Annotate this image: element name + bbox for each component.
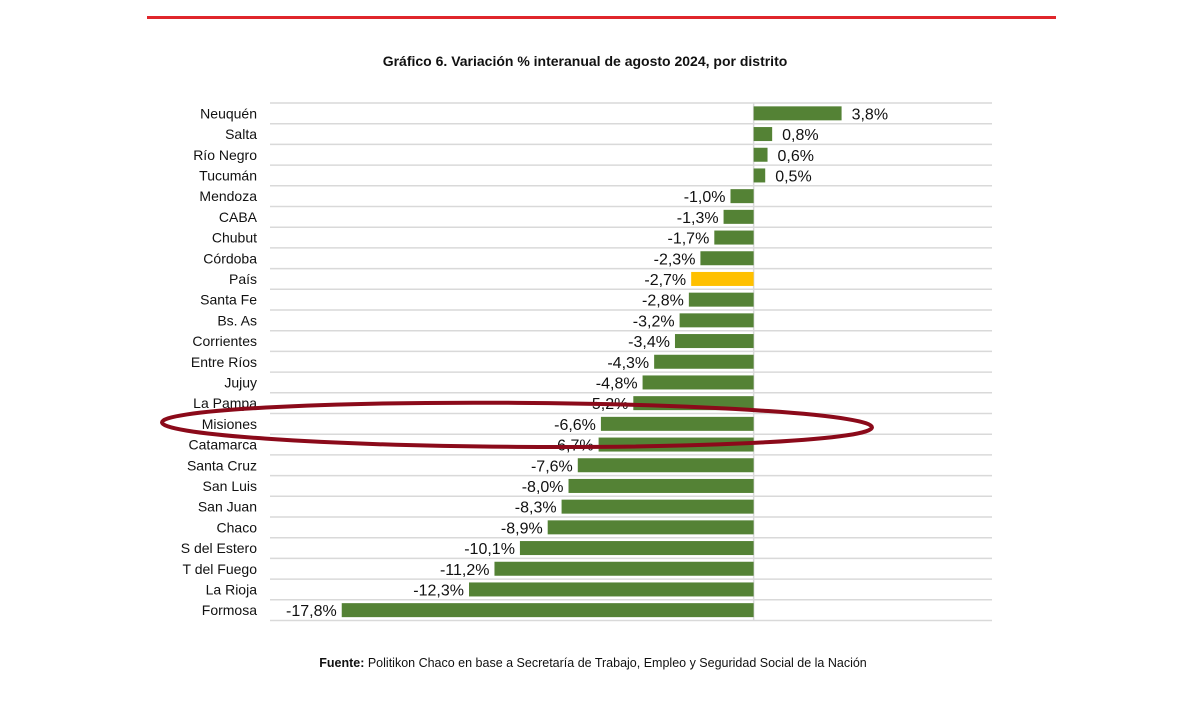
- bar: [568, 478, 754, 493]
- value-label: 0,6%: [778, 148, 814, 165]
- category-label: País: [229, 271, 257, 287]
- header-rule: [147, 16, 1056, 19]
- source-label: Fuente:: [319, 656, 365, 670]
- category-label: T del Fuego: [183, 561, 258, 577]
- category-label: S del Estero: [181, 540, 257, 556]
- category-label: Río Negro: [193, 147, 257, 163]
- bar: [753, 147, 768, 162]
- value-label: -12,3%: [413, 582, 464, 599]
- bar: [688, 292, 754, 307]
- category-label: San Luis: [203, 478, 257, 494]
- bar: [691, 271, 754, 286]
- category-label: Córdoba: [203, 250, 257, 266]
- category-label: Corrientes: [192, 333, 257, 349]
- category-label: Salta: [225, 126, 257, 142]
- source-note: Fuente: Politikon Chaco en base a Secret…: [0, 656, 1186, 670]
- category-label: CABA: [219, 209, 258, 225]
- bar: [714, 230, 754, 245]
- bar: [723, 209, 754, 224]
- bar: [753, 106, 842, 121]
- category-label: Chaco: [217, 519, 258, 535]
- highlight-circle: [160, 400, 874, 449]
- category-label: Neuquén: [200, 105, 257, 121]
- category-label: Formosa: [202, 602, 257, 618]
- value-label: -4,3%: [607, 355, 649, 372]
- bar: [469, 582, 754, 597]
- value-label: 0,8%: [782, 127, 818, 144]
- category-label: Bs. As: [217, 312, 257, 328]
- category-label: Santa Cruz: [187, 457, 257, 473]
- bar: [674, 334, 754, 349]
- value-label: -2,3%: [654, 251, 696, 268]
- bar: [519, 541, 754, 556]
- value-label: -17,8%: [286, 603, 337, 620]
- bar: [577, 458, 754, 473]
- value-label: 0,5%: [775, 168, 811, 185]
- bar: [753, 127, 773, 142]
- chart-title: Gráfico 6. Variación % interanual de ago…: [382, 53, 788, 69]
- bar: [679, 313, 754, 328]
- category-label: La Rioja: [206, 581, 258, 597]
- source-text: Politikon Chaco en base a Secretaría de …: [364, 656, 867, 670]
- category-label: Chubut: [212, 230, 257, 246]
- bar: [561, 499, 754, 514]
- bar: [730, 189, 754, 204]
- value-label: -1,0%: [684, 189, 726, 206]
- value-label: -3,2%: [633, 313, 675, 330]
- category-label: Mendoza: [199, 188, 257, 204]
- bar: [547, 520, 754, 535]
- category-label: Tucumán: [199, 167, 257, 183]
- value-label: -6,6%: [554, 417, 596, 434]
- value-label: -1,3%: [677, 210, 719, 227]
- bar: [654, 354, 754, 369]
- bar: [700, 251, 754, 266]
- value-label: -8,9%: [501, 520, 543, 537]
- value-label: -8,3%: [515, 500, 557, 517]
- value-label: -2,8%: [642, 293, 684, 310]
- bar: [341, 603, 754, 618]
- value-label: 3,8%: [852, 106, 888, 123]
- value-label: -7,6%: [531, 458, 573, 475]
- value-label: -10,1%: [464, 541, 515, 558]
- category-label: Santa Fe: [200, 292, 257, 308]
- value-label: -8,0%: [522, 479, 564, 496]
- category-label: Misiones: [202, 416, 257, 432]
- category-label: Entre Ríos: [191, 354, 257, 370]
- bar: [600, 416, 754, 431]
- category-label: Jujuy: [224, 374, 257, 390]
- value-label: -3,4%: [628, 334, 670, 351]
- value-label: -4,8%: [596, 375, 638, 392]
- category-label: San Juan: [198, 499, 257, 515]
- value-label: -1,7%: [668, 231, 710, 248]
- bar: [753, 168, 766, 183]
- value-label: -11,2%: [440, 562, 490, 579]
- category-label: Catamarca: [189, 437, 258, 453]
- bar: [642, 375, 754, 390]
- value-label: -2,7%: [644, 272, 686, 289]
- bar: [494, 561, 754, 576]
